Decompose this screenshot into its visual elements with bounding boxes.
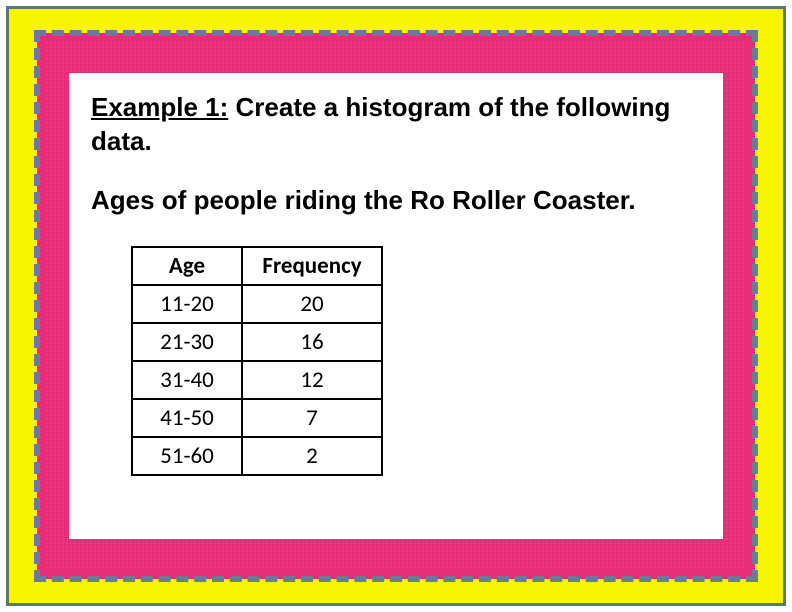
table-row: 11-20 20 — [132, 285, 382, 323]
cell-frequency: 7 — [242, 399, 382, 437]
cell-frequency: 20 — [242, 285, 382, 323]
cell-frequency: 2 — [242, 437, 382, 475]
pink-dotted-background: Example 1: Create a histogram of the fol… — [45, 41, 747, 571]
slide-outer-frame: Example 1: Create a histogram of the fol… — [6, 6, 786, 606]
table-row: 51-60 2 — [132, 437, 382, 475]
table-row: 41-50 7 — [132, 399, 382, 437]
example-title: Example 1: Create a histogram of the fol… — [91, 91, 701, 159]
table-row: 21-30 16 — [132, 323, 382, 361]
cell-age: 31-40 — [132, 361, 242, 399]
data-description: Ages of people riding the Ro Roller Coas… — [91, 185, 701, 216]
cell-frequency: 16 — [242, 323, 382, 361]
column-header-age: Age — [132, 247, 242, 285]
cell-age: 11-20 — [132, 285, 242, 323]
cell-age: 41-50 — [132, 399, 242, 437]
content-panel: Example 1: Create a histogram of the fol… — [69, 73, 723, 539]
cell-frequency: 12 — [242, 361, 382, 399]
frequency-table: Age Frequency 11-20 20 21-30 16 — [131, 246, 383, 476]
dashed-border-layer: Example 1: Create a histogram of the fol… — [37, 33, 755, 579]
cell-age: 51-60 — [132, 437, 242, 475]
table-header-row: Age Frequency — [132, 247, 382, 285]
table-row: 31-40 12 — [132, 361, 382, 399]
cell-age: 21-30 — [132, 323, 242, 361]
example-label: Example 1: — [91, 92, 228, 122]
column-header-frequency: Frequency — [242, 247, 382, 285]
